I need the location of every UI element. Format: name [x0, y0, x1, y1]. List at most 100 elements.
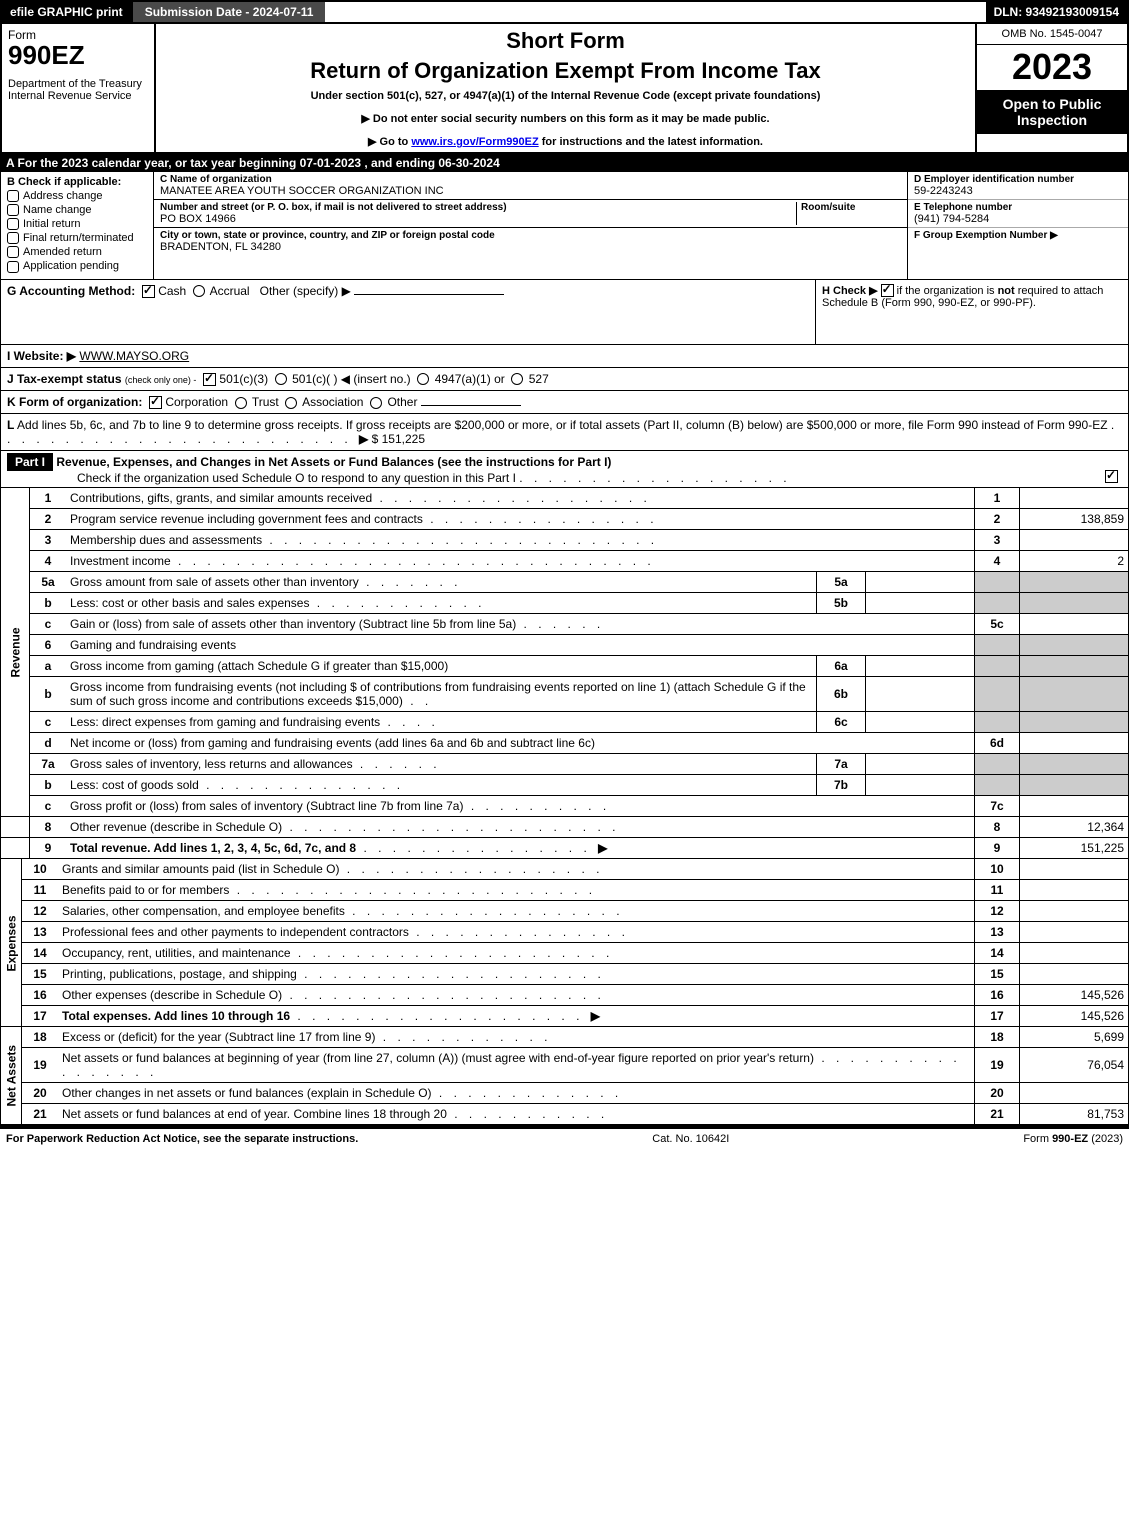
topbar: efile GRAPHIC print Submission Date - 20…	[0, 0, 1129, 24]
line-5c-num: 5c	[975, 614, 1020, 635]
line-11-num: 11	[975, 880, 1020, 901]
line-21-val: 81,753	[1020, 1104, 1129, 1125]
notice-2: ▶ Go to www.irs.gov/Form990EZ for instru…	[164, 135, 967, 148]
line-18-num: 18	[975, 1027, 1020, 1048]
org-name: MANATEE AREA YOUTH SOCCER ORGANIZATION I…	[160, 185, 901, 197]
line-9-val: 151,225	[1020, 838, 1129, 859]
i-label: I Website: ▶	[7, 349, 76, 363]
checkbox-h[interactable]	[881, 284, 894, 297]
revenue-side-label: Revenue	[1, 488, 30, 817]
line-7b-desc: Less: cost of goods sold	[70, 778, 199, 792]
footer-left: For Paperwork Reduction Act Notice, see …	[6, 1133, 358, 1145]
part1-title: Revenue, Expenses, and Changes in Net As…	[56, 455, 611, 469]
radio-accrual[interactable]	[193, 285, 205, 297]
checkbox-application-pending[interactable]	[7, 261, 19, 273]
j-sub: (check only one) -	[125, 375, 197, 385]
line-17-num: 17	[975, 1006, 1020, 1027]
submission-date: Submission Date - 2024-07-11	[131, 2, 326, 22]
footer-right: Form 990-EZ (2023)	[1023, 1133, 1123, 1145]
l-amount: $ 151,225	[372, 432, 425, 446]
k-item-3: Other	[387, 395, 417, 409]
line-19-desc: Net assets or fund balances at beginning…	[62, 1051, 814, 1065]
website-link[interactable]: WWW.MAYSO.ORG	[79, 349, 189, 363]
section-b: B Check if applicable: Address change Na…	[1, 172, 154, 279]
line-2-num: 2	[975, 509, 1020, 530]
line-14-desc: Occupancy, rent, utilities, and maintena…	[62, 946, 291, 960]
room-label: Room/suite	[801, 202, 901, 213]
part1-label: Part I	[7, 453, 53, 471]
checkbox-501c3[interactable]	[203, 373, 216, 386]
line-6c-desc: Less: direct expenses from gaming and fu…	[70, 715, 380, 729]
j-item-1: 501(c)( ) ◀ (insert no.)	[292, 372, 411, 386]
notice-2-pre: ▶ Go to	[368, 136, 411, 148]
line-3-val	[1020, 530, 1129, 551]
g-accrual: Accrual	[210, 284, 250, 298]
line-7b-inum: 7b	[817, 775, 866, 796]
line-7c-val	[1020, 796, 1129, 817]
expenses-side-label: Expenses	[1, 859, 22, 1027]
checkbox-initial-return[interactable]	[7, 218, 19, 230]
line-5a-inum: 5a	[817, 572, 866, 593]
line-6-desc: Gaming and fundraising events	[70, 638, 236, 652]
phone: (941) 794-5284	[914, 213, 1122, 225]
netassets-table: Net Assets 18 Excess or (deficit) for th…	[0, 1027, 1129, 1125]
line-17-val: 145,526	[1020, 1006, 1129, 1027]
checkbox-final-return[interactable]	[7, 232, 19, 244]
line-6c-ival	[866, 712, 975, 733]
section-g: G Accounting Method: Cash Accrual Other …	[0, 280, 1129, 345]
line-20-val	[1020, 1083, 1129, 1104]
open-to-public: Open to Public Inspection	[977, 90, 1127, 134]
checkbox-corporation[interactable]	[149, 396, 162, 409]
j-item-0: 501(c)(3)	[219, 372, 268, 386]
line-15-num: 15	[975, 964, 1020, 985]
line-6d-val	[1020, 733, 1129, 754]
section-def: D Employer identification number 59-2243…	[907, 172, 1128, 279]
line-5c-val	[1020, 614, 1129, 635]
line-6a-inum: 6a	[817, 656, 866, 677]
line-17-desc: Total expenses. Add lines 10 through 16	[62, 1009, 290, 1023]
form-number: 990EZ	[8, 42, 148, 68]
checkbox-cash[interactable]	[142, 285, 155, 298]
line-10-val	[1020, 859, 1129, 880]
line-6b-desc: Gross income from fundraising events (no…	[70, 680, 806, 708]
checkbox-address-change[interactable]	[7, 190, 19, 202]
section-c: C Name of organization MANATEE AREA YOUT…	[154, 172, 907, 279]
line-1-num: 1	[975, 488, 1020, 509]
checkbox-schedule-o[interactable]	[1105, 470, 1118, 483]
radio-trust[interactable]	[235, 397, 247, 409]
irs-link[interactable]: www.irs.gov/Form990EZ	[411, 136, 538, 148]
line-4-desc: Investment income	[70, 554, 171, 568]
line-12-desc: Salaries, other compensation, and employ…	[62, 904, 345, 918]
g-other: Other (specify) ▶	[260, 284, 351, 298]
line-14-val	[1020, 943, 1129, 964]
j-label: J Tax-exempt status	[7, 372, 122, 386]
revenue-table: Revenue 1 Contributions, gifts, grants, …	[0, 488, 1129, 859]
radio-other[interactable]	[370, 397, 382, 409]
tax-year: 2023	[977, 45, 1127, 88]
notice-2-post: for instructions and the latest informat…	[542, 136, 763, 148]
checkbox-name-change[interactable]	[7, 204, 19, 216]
radio-501c[interactable]	[275, 373, 287, 385]
line-13-desc: Professional fees and other payments to …	[62, 925, 409, 939]
line-3-desc: Membership dues and assessments	[70, 533, 262, 547]
line-21-num: 21	[975, 1104, 1020, 1125]
radio-association[interactable]	[285, 397, 297, 409]
line-6d-desc: Net income or (loss) from gaming and fun…	[70, 736, 595, 750]
part1-subtext: Check if the organization used Schedule …	[77, 471, 516, 485]
c-label: C Name of organization	[160, 174, 901, 185]
line-20-desc: Other changes in net assets or fund bala…	[62, 1086, 432, 1100]
efile-label[interactable]: efile GRAPHIC print	[2, 2, 131, 22]
line-5a-desc: Gross amount from sale of assets other t…	[70, 575, 359, 589]
line-11-desc: Benefits paid to or for members	[62, 883, 229, 897]
j-item-3: 527	[529, 372, 549, 386]
b-item-3: Final return/terminated	[23, 232, 134, 244]
part1-header-row: Part I Revenue, Expenses, and Changes in…	[0, 451, 1129, 488]
d-label: D Employer identification number	[914, 174, 1122, 185]
checkbox-amended-return[interactable]	[7, 246, 19, 258]
radio-4947a1[interactable]	[417, 373, 429, 385]
line-10-desc: Grants and similar amounts paid (list in…	[62, 862, 339, 876]
line-6a-desc: Gross income from gaming (attach Schedul…	[70, 659, 448, 673]
section-a: A For the 2023 calendar year, or tax yea…	[0, 154, 1129, 172]
radio-527[interactable]	[511, 373, 523, 385]
line-5b-desc: Less: cost or other basis and sales expe…	[70, 596, 309, 610]
